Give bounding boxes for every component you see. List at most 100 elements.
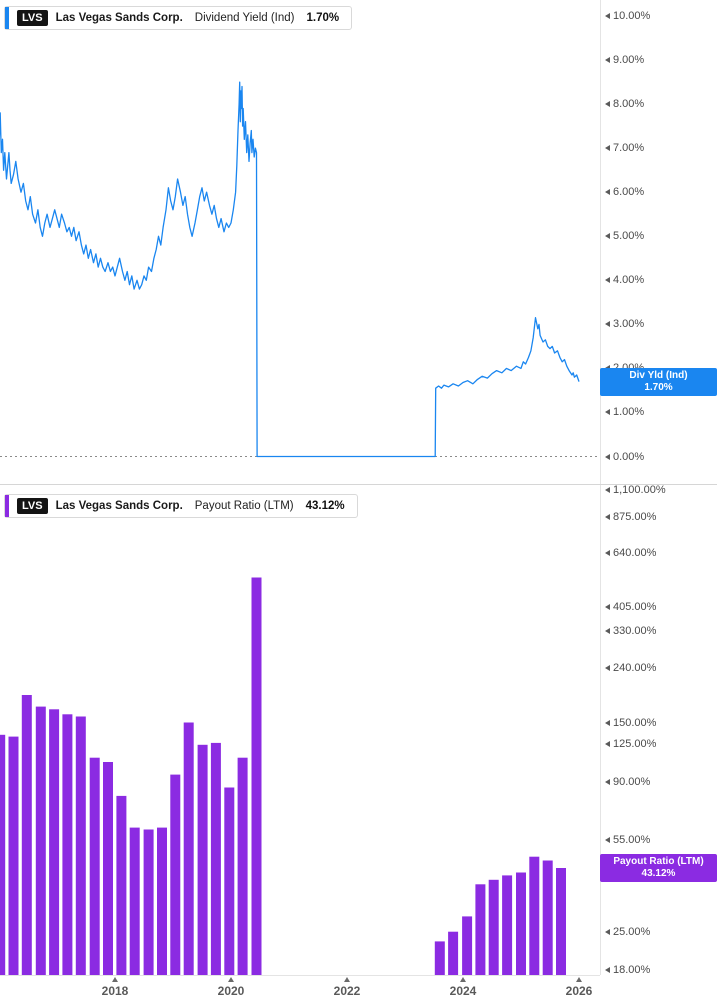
axis-tick-label: 6.00%: [613, 186, 645, 199]
payout-ratio-bar[interactable]: [542, 860, 553, 976]
axis-tick: 1.00%: [600, 406, 644, 418]
payout-ratio-bar[interactable]: [183, 722, 194, 976]
payout-ratio-bar[interactable]: [462, 916, 473, 975]
x-tick-arrow-icon: [576, 977, 582, 982]
tick-arrow-icon: [600, 513, 610, 520]
axis-tick-label: 18.00%: [613, 964, 651, 976]
axis-tick: 125.00%: [600, 738, 656, 750]
axis-tick-label: 240.00%: [613, 661, 657, 674]
tick-arrow-icon: [600, 836, 610, 843]
axis-tick-label: 4.00%: [613, 274, 645, 287]
series-color-accent: [5, 7, 9, 29]
year-label: 2018: [101, 984, 129, 998]
axis-tick: 640.00%: [600, 547, 656, 559]
axis-tick-label: 125.00%: [613, 737, 657, 750]
payout-ratio-bar[interactable]: [116, 795, 127, 975]
axis-tick-label: 9.00%: [613, 54, 645, 67]
axis-tick-label: 150.00%: [613, 716, 657, 729]
payout-ratio-bar[interactable]: [157, 827, 167, 975]
payout-ratio-bar[interactable]: [448, 931, 459, 975]
metric-value: 1.70%: [306, 12, 340, 24]
axis-tick-label: 0.00%: [613, 450, 645, 463]
x-tick-arrow-icon: [112, 977, 118, 982]
payout-ratio-bar[interactable]: [75, 716, 86, 976]
dividend-yield-line: [0, 81, 580, 458]
axis-tick-label: 405.00%: [613, 600, 657, 613]
axis-tick-label: 3.00%: [613, 318, 645, 331]
payout-ratio-legend[interactable]: LVS Las Vegas Sands Corp. Payout Ratio (…: [4, 494, 358, 518]
tick-arrow-icon: [600, 550, 610, 557]
payout-ratio-bar[interactable]: [237, 757, 248, 975]
axis-tick: 5.00%: [600, 230, 644, 242]
tick-arrow-icon: [600, 233, 610, 240]
tick-arrow-icon: [600, 453, 610, 460]
company-name: Las Vegas Sands Corp.: [55, 500, 183, 512]
payout-ratio-bar[interactable]: [434, 941, 445, 975]
payout-ratio-bar[interactable]: [529, 856, 540, 975]
axis-tick: 3.00%: [600, 318, 644, 330]
panel-divider: [0, 484, 717, 485]
metric-value: 43.12%: [305, 500, 345, 512]
tick-arrow-icon: [600, 189, 610, 196]
payout-ratio-bar[interactable]: [502, 875, 513, 975]
payout-ratio-bar[interactable]: [62, 714, 73, 975]
tick-arrow-icon: [600, 321, 610, 328]
tick-arrow-icon: [600, 664, 610, 671]
ticker-chip: LVS: [17, 498, 48, 514]
payout-ratio-bar[interactable]: [21, 695, 32, 975]
payout-ratio-axis-flag: Payout Ratio (LTM) 43.12%: [600, 854, 717, 882]
tick-arrow-icon: [600, 13, 610, 19]
payout-ratio-bar[interactable]: [35, 706, 46, 975]
payout-ratio-bar[interactable]: [89, 757, 100, 975]
tick-arrow-icon: [600, 779, 610, 786]
axis-tick-label: 10.00%: [613, 10, 651, 22]
axis-flag-metric: Div Yld (Ind): [629, 370, 688, 381]
x-axis-baseline: [0, 975, 600, 976]
payout-ratio-bar[interactable]: [0, 734, 6, 975]
payout-ratio-bar[interactable]: [556, 868, 566, 975]
tick-arrow-icon: [600, 409, 610, 416]
axis-tick: 330.00%: [600, 625, 656, 637]
payout-ratio-bar[interactable]: [224, 787, 235, 976]
axis-tick: 90.00%: [600, 776, 650, 788]
payout-ratio-bar[interactable]: [103, 762, 113, 975]
axis-tick: 240.00%: [600, 662, 656, 674]
payout-ratio-bar[interactable]: [129, 827, 140, 975]
tick-arrow-icon: [600, 967, 610, 973]
tick-arrow-icon: [600, 719, 610, 726]
payout-ratio-bar[interactable]: [8, 736, 19, 975]
axis-tick: 6.00%: [600, 186, 644, 198]
axis-tick: 18.00%: [600, 964, 650, 976]
payout-ratio-bar[interactable]: [170, 774, 181, 975]
payout-ratio-bar[interactable]: [49, 709, 60, 975]
axis-tick: 1,100.00%: [600, 484, 666, 496]
payout-ratio-bar[interactable]: [516, 872, 526, 976]
payout-ratio-bar[interactable]: [251, 577, 262, 976]
axis-tick-label: 25.00%: [613, 925, 651, 938]
payout-ratio-bar[interactable]: [475, 884, 486, 975]
payout-ratio-bar[interactable]: [210, 742, 221, 975]
metric-name: Dividend Yield (Ind): [194, 12, 295, 24]
dividend-yield-chart[interactable]: [0, 0, 600, 484]
tick-arrow-icon: [600, 627, 610, 634]
payout-ratio-chart[interactable]: [0, 484, 600, 975]
axis-tick: 150.00%: [600, 717, 656, 729]
axis-tick-label: 330.00%: [613, 624, 657, 637]
axis-tick-label: 55.00%: [613, 833, 651, 846]
axis-tick-label: 7.00%: [613, 142, 645, 155]
axis-tick-label: 1.00%: [613, 406, 645, 419]
series-color-accent: [5, 495, 9, 517]
payout-ratio-bar[interactable]: [488, 879, 499, 975]
dividend-yield-legend[interactable]: LVS Las Vegas Sands Corp. Dividend Yield…: [4, 6, 353, 30]
tick-arrow-icon: [600, 740, 610, 747]
payout-ratio-bar[interactable]: [197, 744, 208, 975]
tick-arrow-icon: [600, 487, 610, 493]
year-label: 2026: [565, 984, 593, 998]
payout-ratio-bar[interactable]: [143, 829, 154, 976]
axis-tick-label: 8.00%: [613, 98, 645, 111]
year-label: 2024: [449, 984, 477, 998]
ticker-chip: LVS: [17, 10, 48, 26]
axis-tick: 55.00%: [600, 834, 650, 846]
year-label: 2020: [217, 984, 245, 998]
